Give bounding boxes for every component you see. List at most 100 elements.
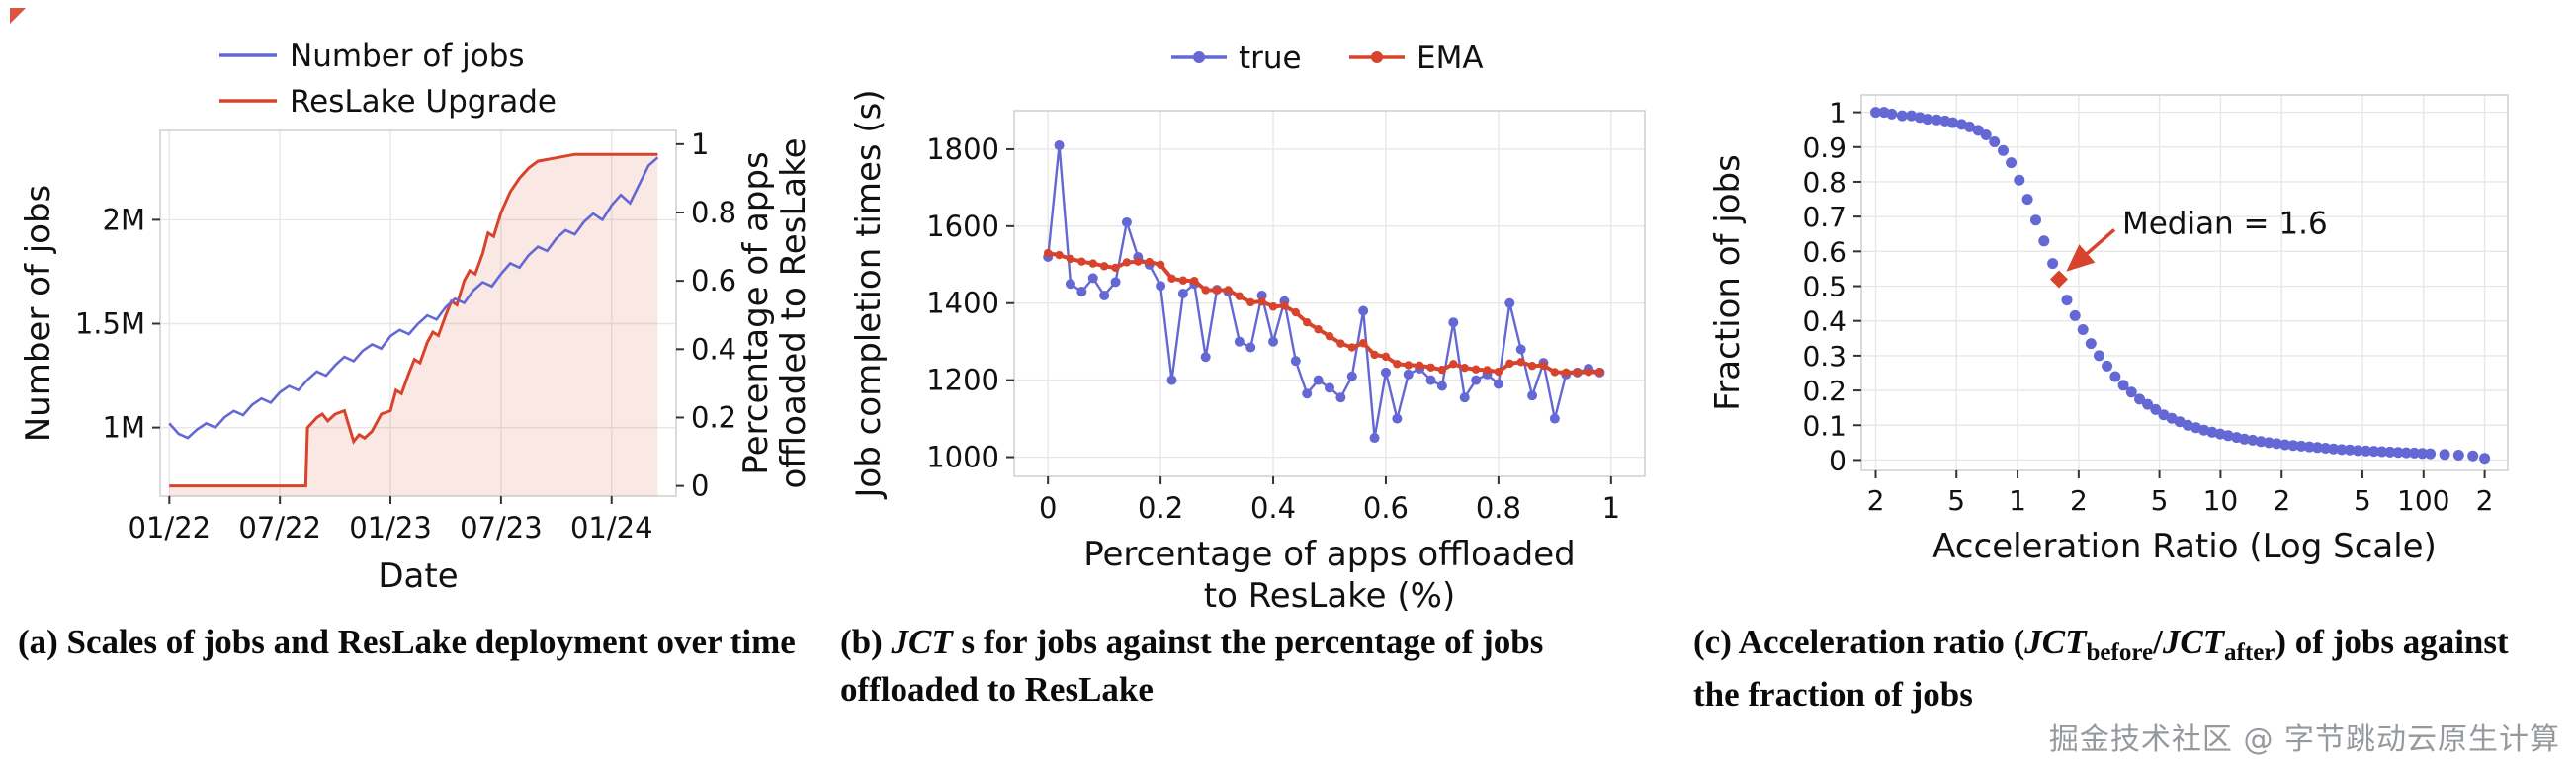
svg-text:0.4: 0.4 (691, 332, 736, 366)
svg-text:1: 1 (1602, 491, 1620, 525)
median-annotation-text: Median = 1.6 (2122, 206, 2328, 241)
svg-text:2: 2 (1867, 484, 1885, 517)
axes: 2 5 1 2 5 10 2 5 100 200.10.20.30.40.50.60.70.80.… (1802, 97, 2493, 517)
gridlines (160, 130, 676, 496)
plot-frame (159, 129, 677, 497)
axes: 01/22 07/22 01/23 07/23 01/24 1M 1.5M 2M 0 0.2 0.4… (75, 127, 736, 545)
figure-c: Median = 1.6 2 5 1 2 5 10 2 5 100 2 0 0.1 0.2 0.3 0.4 0.… (1687, 6, 2547, 719)
svg-text:0.4: 0.4 (1250, 491, 1296, 525)
caption-segment: JCT (891, 623, 953, 661)
caption-segment: (b) (840, 623, 892, 661)
svg-text:2: 2 (2476, 484, 2494, 517)
svg-text:0.4: 0.4 (1802, 305, 1846, 338)
series-true-line (1047, 144, 1600, 439)
svg-text:1200: 1200 (926, 364, 999, 397)
caption-segment: (c) Acceleration ratio ( (1693, 623, 2025, 661)
figures-row: 01/22 07/22 01/23 07/23 01/24 1M 1.5M 2M 0 0.2 0.4… (12, 6, 2547, 719)
svg-text:2: 2 (2273, 484, 2290, 517)
svg-text:07/22: 07/22 (238, 511, 321, 545)
svg-text:0.6: 0.6 (1802, 235, 1846, 268)
legend-label: true (1239, 41, 1302, 76)
legend-marker-sample (1193, 51, 1205, 63)
chart-acceleration-ratio-cdf: Median = 1.6 2 5 1 2 5 10 2 5 100 2 0 0.1 0.2 0.3 0.4 0.… (1687, 6, 2547, 615)
svg-text:5: 5 (2151, 484, 2169, 517)
gridlines (1014, 111, 1645, 476)
caption-b: (b) JCT s for jobs against the percentag… (834, 619, 1675, 715)
caption-a: (a) Scales of jobs and ResLake deploymen… (12, 619, 799, 666)
svg-text:10: 10 (2203, 484, 2239, 517)
median-marker (2049, 270, 2068, 289)
svg-text:0.3: 0.3 (1802, 340, 1846, 373)
legend-marker-sample (1371, 51, 1383, 63)
figure-b: 0 0.2 0.4 0.6 0.8 1 1000 1200 1400 1600 1800 Percen… (834, 6, 1675, 719)
svg-text:1800: 1800 (926, 132, 999, 166)
svg-text:2M: 2M (103, 203, 145, 236)
caption-segment: JCT (2024, 623, 2087, 661)
svg-text:0.6: 0.6 (1363, 491, 1409, 525)
reslake-fill-area (169, 154, 658, 496)
plot-frame (1860, 94, 2509, 471)
svg-text:0.8: 0.8 (1802, 166, 1846, 199)
svg-text:1: 1 (2009, 484, 2026, 517)
chart-a-svg: 01/22 07/22 01/23 07/23 01/24 1M 1.5M 2M 0 0.2 0.4… (19, 39, 814, 596)
series-number-of-jobs (168, 156, 659, 440)
median-arrow (2066, 228, 2116, 272)
gridlines (1861, 95, 2508, 470)
figure-a: 01/22 07/22 01/23 07/23 01/24 1M 1.5M 2M 0 0.2 0.4… (12, 6, 822, 719)
series-reslake-upgrade (169, 152, 658, 488)
series-true-markers (1043, 140, 1605, 444)
svg-text:1: 1 (1829, 97, 1846, 129)
svg-text:0.9: 0.9 (1802, 131, 1846, 164)
y-axis-label: Job completion times (s) (849, 89, 889, 499)
chart-jobs-and-reslake-over-time: 01/22 07/22 01/23 07/23 01/24 1M 1.5M 2M 0 0.2 0.4… (12, 6, 822, 615)
svg-text:1: 1 (691, 127, 709, 161)
svg-text:01/22: 01/22 (129, 511, 212, 545)
svg-text:100: 100 (2397, 484, 2449, 517)
caption-segment: before (2086, 639, 2154, 666)
svg-text:0.2: 0.2 (691, 400, 736, 434)
caption-segment: s for jobs against the percentage of job… (840, 623, 1544, 710)
chart-b-svg: 0 0.2 0.4 0.6 0.8 1 1000 1200 1400 1600 1800 Percen… (849, 41, 1646, 616)
right-y-axis-label-line2: offloaded to ResLake (774, 137, 814, 488)
y-axis-label: Fraction of jobs (1708, 154, 1748, 411)
svg-text:1400: 1400 (926, 287, 999, 320)
svg-text:0.5: 0.5 (1802, 271, 1846, 303)
legend-label: EMA (1417, 41, 1484, 76)
chart-c-svg: Median = 1.62 5 1 2 5 10 2 5 100 200.10.20.30.40.… (1708, 94, 2509, 566)
series-ema-line (1047, 251, 1600, 375)
svg-text:1600: 1600 (926, 210, 999, 243)
caption-segment: / (2153, 623, 2163, 661)
svg-text:0.8: 0.8 (1476, 491, 1521, 525)
legend-label: Number of jobs (290, 39, 525, 74)
svg-text:0.2: 0.2 (1802, 375, 1846, 407)
svg-text:0.6: 0.6 (691, 264, 736, 297)
svg-text:0: 0 (1039, 491, 1057, 525)
svg-text:01/23: 01/23 (349, 511, 432, 545)
x-axis-label: Date (378, 556, 458, 596)
right-y-axis-label-line1: Percentage of apps (736, 151, 776, 474)
svg-text:0.1: 0.1 (1802, 409, 1846, 442)
series-ema-markers (1043, 248, 1604, 378)
svg-text:0: 0 (691, 469, 709, 503)
caption-c: (c) Acceleration ratio (JCTbefore/JCTaft… (1687, 619, 2533, 719)
corner-marker (10, 8, 26, 24)
svg-text:0.7: 0.7 (1802, 201, 1846, 233)
axes: 0 0.2 0.4 0.6 0.8 1 1000 1200 1400 1600 1800 (926, 132, 1620, 525)
svg-text:07/23: 07/23 (460, 511, 543, 545)
svg-text:1.5M: 1.5M (75, 307, 145, 341)
svg-text:1M: 1M (103, 411, 145, 445)
cdf-points (1870, 107, 2491, 465)
left-y-axis-label: Number of jobs (19, 185, 58, 443)
svg-text:0: 0 (1829, 444, 1846, 476)
watermark: 掘金技术社区 @ 字节跳动云原生计算 (2048, 722, 2560, 757)
caption-segment: (a) Scales of jobs and ResLake deploymen… (18, 623, 796, 661)
x-axis-label: Acceleration Ratio (Log Scale) (1932, 527, 2437, 566)
x-axis-label-line1: Percentage of apps offloaded (1083, 535, 1576, 574)
caption-segment: JCT (2162, 623, 2225, 661)
svg-text:2: 2 (2070, 484, 2088, 517)
svg-text:5: 5 (1947, 484, 1965, 517)
svg-text:5: 5 (2354, 484, 2371, 517)
caption-segment: after (2224, 639, 2275, 666)
svg-text:01/24: 01/24 (570, 511, 653, 545)
